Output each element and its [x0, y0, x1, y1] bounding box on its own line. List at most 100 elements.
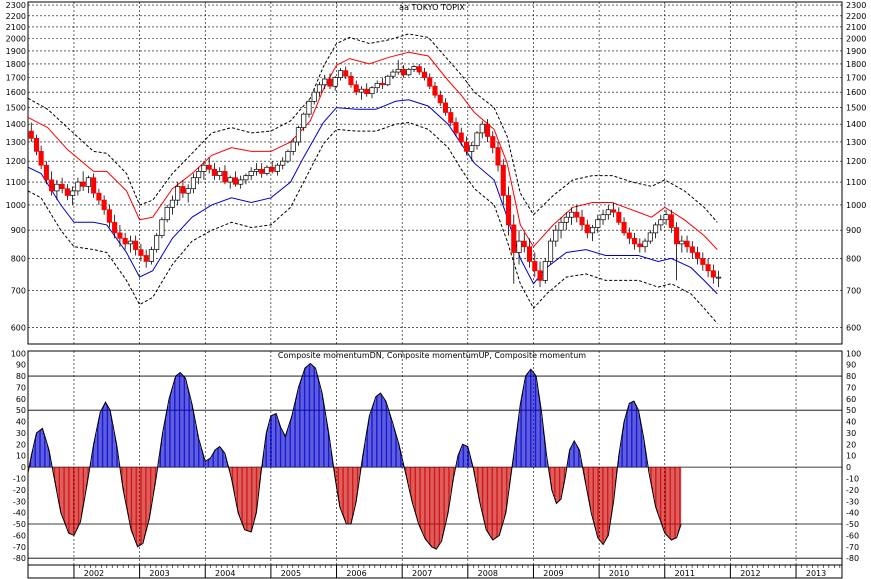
candle-body-up [658, 219, 664, 226]
candle [658, 214, 664, 231]
candle [516, 230, 522, 265]
candle-body-down [33, 137, 40, 152]
candle [663, 209, 669, 225]
candle-body-down [59, 183, 65, 190]
candle-body-up [264, 166, 270, 174]
candle-body-down [579, 216, 585, 226]
candle-body-down [458, 132, 464, 143]
candle-body-down [379, 82, 386, 86]
candle-body-down [259, 168, 265, 174]
candle-body-down [38, 151, 44, 166]
momentum-tick-label: -10 [846, 474, 859, 483]
price-tick-label: 2200 [6, 12, 26, 21]
candle [400, 65, 407, 78]
candle-body-down [232, 177, 238, 185]
candle-body-down [490, 136, 496, 148]
year-label: 2012 [740, 569, 760, 578]
candle [484, 119, 491, 142]
price-tick-label: 600 [846, 323, 861, 332]
price-panel: 600 600 700 700 800 800 900 900 1000 1000 1100 1100… [6, 1, 866, 345]
year-label: 2009 [543, 569, 563, 578]
candle [689, 241, 695, 259]
candle-body-up [185, 188, 191, 194]
momentum-tick-label: 10 [846, 452, 856, 461]
candle [112, 214, 118, 239]
momentum-tick-label: 100 [846, 349, 861, 358]
candle [647, 230, 653, 244]
price-tick-label: 900 [846, 226, 861, 235]
candle-body-down [64, 188, 70, 196]
candle-body-up [295, 127, 302, 143]
price-tick-label: 2000 [6, 35, 26, 44]
candle-body-down [112, 221, 118, 234]
year-label: 2007 [412, 569, 432, 578]
momentum-grid [28, 351, 842, 565]
candle [348, 72, 354, 88]
price-tick-label: 1600 [6, 88, 26, 97]
candle [295, 125, 302, 146]
candle-body-up [385, 75, 391, 86]
upper-band [27, 51, 718, 250]
candle [222, 165, 228, 185]
candle-body-up [516, 240, 522, 253]
candle [574, 204, 580, 223]
candle-body-down [400, 68, 407, 76]
candle-body-up [301, 113, 307, 128]
candle-body-down [537, 270, 543, 281]
candle [127, 235, 133, 253]
year-label: 2005 [281, 569, 301, 578]
price-tick-label: 1400 [6, 120, 26, 129]
candle [185, 184, 191, 203]
candle-body-up [85, 177, 91, 187]
candle-body-down [416, 66, 422, 73]
candle-body-up [306, 100, 312, 115]
candle [28, 122, 34, 142]
candle [122, 232, 128, 250]
candle [374, 80, 380, 93]
candle [316, 81, 323, 97]
price-tick-label: 700 [11, 286, 26, 295]
candle [611, 202, 617, 218]
candle [337, 67, 344, 81]
price-tick-label: 1900 [846, 47, 866, 56]
candle [332, 76, 338, 91]
momentum-tick-label: 30 [846, 429, 856, 438]
candle [353, 80, 359, 96]
candle [306, 99, 312, 118]
candle-body-up [290, 141, 296, 152]
price-tick-label: 2100 [6, 23, 26, 32]
candle [442, 98, 449, 116]
candle-body-up [595, 219, 601, 228]
candle [589, 224, 596, 242]
outer-upper-band [27, 33, 718, 223]
candle-body-down [96, 192, 102, 201]
candle-body-up [542, 261, 548, 281]
candle-body-down [526, 246, 533, 262]
candle-body-down [91, 177, 97, 194]
year-label: 2004 [215, 569, 235, 578]
candle-body-down [269, 166, 275, 172]
candle-body-up [563, 216, 569, 223]
momentum-tick-label: 20 [16, 440, 26, 449]
candle-body-down [28, 130, 34, 139]
momentum-tick-label: -20 [846, 486, 859, 495]
price-tick-label: 2200 [846, 12, 866, 21]
candle [537, 261, 543, 288]
candle [217, 167, 223, 180]
price-tick-label: 700 [846, 286, 861, 295]
candle-body-down [206, 164, 212, 170]
candle-body-down [500, 164, 506, 196]
candle [64, 184, 70, 201]
candle-body-down [421, 71, 428, 78]
candle-body-down [432, 85, 438, 96]
candle [684, 235, 690, 253]
candle [379, 77, 386, 90]
candle-body-down [695, 252, 701, 259]
price-tick-label: 1100 [846, 178, 866, 187]
candle [343, 66, 349, 80]
candle [133, 235, 139, 256]
candle-body-down [511, 224, 517, 253]
candle-body-up [322, 78, 328, 86]
momentum-tick-label: 50 [846, 406, 856, 415]
candle-body-up [474, 132, 480, 147]
